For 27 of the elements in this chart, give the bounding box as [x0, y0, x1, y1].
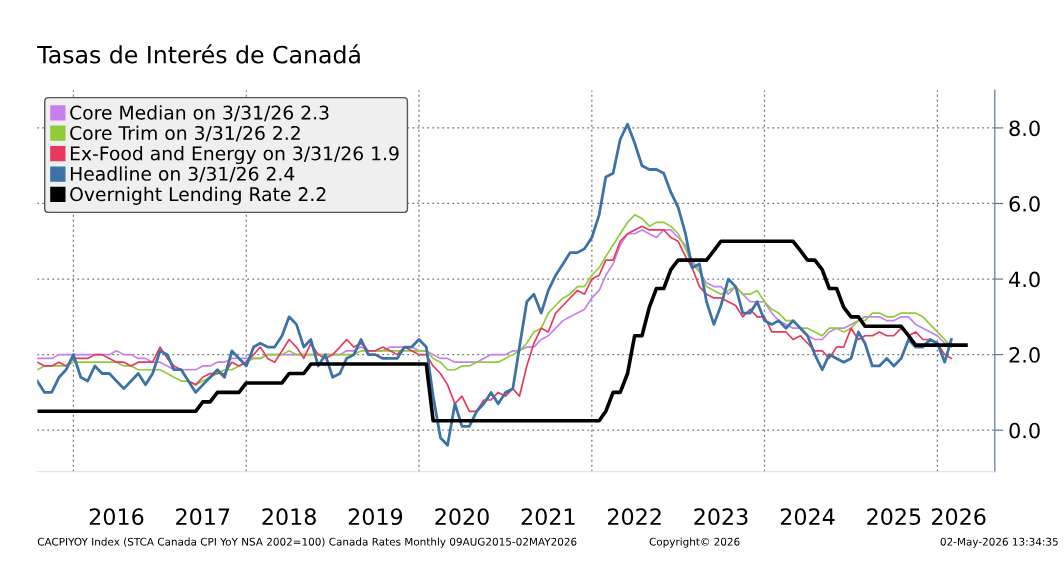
- x-tick-label: 2024: [780, 508, 835, 526]
- x-tick-label: 2022: [608, 508, 661, 526]
- x-tick-label: 2023: [694, 508, 748, 526]
- y-tick-label: 8.0: [1009, 120, 1040, 137]
- x-tick-label: 2025: [867, 508, 921, 526]
- y-tick-label: 2.0: [1009, 347, 1040, 363]
- y-tick-label: 6.0: [1009, 195, 1040, 212]
- legend-label: Overnight Lending Rate 2.2: [70, 186, 326, 205]
- line-series: [37, 213, 953, 386]
- legend-label: Headline on 3/31/26 2.4: [70, 166, 295, 183]
- x-tick-label: 2026: [932, 508, 986, 526]
- legend-label: Core Trim on 3/31/26 2.2: [70, 125, 300, 142]
- y-tick-label: 4.0: [1009, 271, 1040, 288]
- legend-label: Ex-Food and Energy on 3/31/26 1.9: [70, 145, 399, 165]
- x-tick-label: 2021: [521, 508, 575, 526]
- text: CACPIYOY Index (STCA Canada CPI YoY NSA 2002=100) Canada Rates Monthly 09AUG2015-02MAY2026: [37, 537, 577, 548]
- x-tick-label: 2017: [176, 508, 230, 526]
- x-tick-label: 2016: [89, 508, 144, 526]
- text: 02-May-2026 13:34:35: [940, 537, 1058, 548]
- x-tick-label: 2018: [262, 508, 316, 526]
- x-tick-label: 2020: [435, 508, 489, 526]
- x-tick-label: 2019: [348, 508, 403, 526]
- chart-title: Tasas de Interés de Canadá: [37, 44, 360, 64]
- y-tick-label: 0.0: [1009, 422, 1040, 439]
- line-series: [37, 122, 953, 447]
- text: Copyright© 2026: [649, 537, 740, 548]
- legend-label: Core Median on 3/31/26 2.3: [70, 105, 329, 122]
